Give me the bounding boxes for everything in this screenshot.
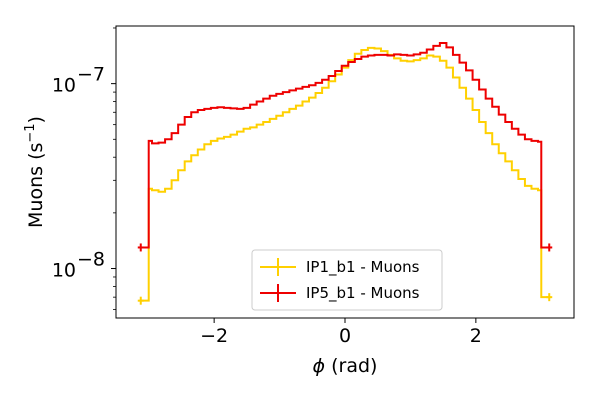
series-layer bbox=[137, 41, 553, 305]
x-axis-label-unit: (rad) bbox=[325, 355, 377, 377]
y-axis-label-exponent: −1 bbox=[23, 123, 38, 142]
y-tick-label: 10 bbox=[52, 260, 76, 282]
legend-label-ip5: IP5_b1 - Muons bbox=[306, 284, 420, 303]
legend-entry-ip1: IP1_b1 - Muons bbox=[260, 258, 420, 277]
y-axis: 10−810−7 bbox=[52, 27, 116, 310]
x-axis-label-symbol: ϕ bbox=[313, 355, 326, 377]
y-axis-label-main: Muons (s bbox=[25, 143, 47, 228]
series-line bbox=[139, 46, 551, 302]
legend-label-ip1: IP1_b1 - Muons bbox=[306, 258, 420, 277]
x-tick-label: −2 bbox=[200, 325, 228, 347]
legend: IP1_b1 - Muons IP5_b1 - Muons bbox=[251, 249, 443, 311]
x-axis: −2 0 2 bbox=[200, 318, 482, 347]
y-tick-label-exponent: −8 bbox=[77, 249, 105, 271]
x-tick-label: 2 bbox=[470, 325, 482, 347]
legend-frame bbox=[251, 249, 443, 311]
x-axis-label: ϕ (rad) bbox=[313, 355, 378, 377]
legend-entry-ip5: IP5_b1 - Muons bbox=[260, 284, 420, 303]
y-axis-label: Muons (s−1) bbox=[23, 116, 47, 228]
y-tick-label: 10 bbox=[52, 75, 76, 97]
x-tick-label: 0 bbox=[339, 325, 351, 347]
y-axis-label-close: ) bbox=[25, 116, 47, 123]
y-tick-label-exponent: −7 bbox=[77, 64, 105, 86]
series-line bbox=[139, 41, 551, 249]
series-ip1 bbox=[137, 46, 553, 305]
series-ip5 bbox=[137, 41, 553, 252]
